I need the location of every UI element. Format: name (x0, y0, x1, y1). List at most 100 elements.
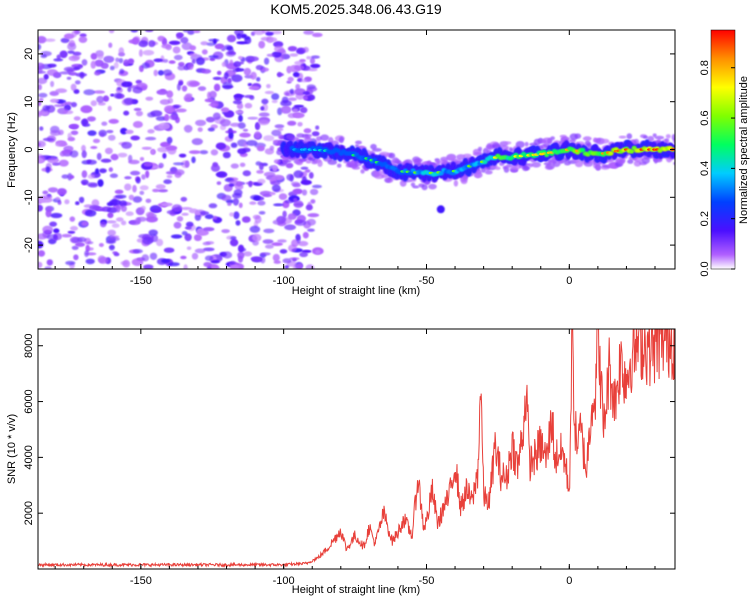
noise-speckle (113, 62, 119, 69)
noise-speckle (271, 129, 282, 137)
noise-speckle (164, 113, 170, 122)
ridge-core (371, 157, 378, 163)
noise-speckle (176, 32, 183, 38)
noise-speckle (282, 210, 287, 218)
noise-speckle (215, 172, 227, 177)
noise-speckle (312, 184, 322, 189)
noise-speckle (180, 207, 193, 210)
noise-speckle (191, 59, 196, 64)
noise-speckle (87, 130, 97, 136)
noise-speckle (214, 43, 225, 50)
noise-speckle (183, 30, 189, 33)
noise-speckle (59, 142, 68, 147)
noise-speckle (143, 264, 154, 269)
ridge-halo (664, 138, 670, 143)
noise-speckle (310, 63, 321, 69)
noise-speckle (84, 209, 97, 217)
noise-speckle (130, 30, 139, 33)
noise-speckle (44, 266, 52, 269)
noise-speckle (183, 94, 193, 102)
noise-speckle (100, 221, 107, 228)
noise-speckle (67, 132, 72, 139)
noise-speckle (228, 127, 233, 134)
noise-speckle (78, 196, 85, 204)
noise-speckle (258, 112, 270, 117)
noise-speckle (294, 65, 305, 71)
ridge-halo (374, 173, 385, 179)
noise-speckle (184, 160, 190, 168)
noise-speckle (92, 138, 101, 144)
noise-speckle (287, 46, 298, 52)
noise-speckle (216, 70, 222, 76)
noise-speckle (176, 83, 181, 91)
noise-speckle (292, 112, 305, 119)
noise-speckle (70, 130, 79, 136)
noise-speckle (109, 199, 122, 206)
noise-speckle (279, 249, 288, 254)
snr-series-line (38, 329, 675, 569)
noise-speckle (284, 199, 294, 204)
noise-speckle (258, 119, 270, 126)
noise-speckle (160, 88, 166, 93)
noise-speckle (307, 67, 318, 72)
noise-speckle (84, 250, 89, 258)
noise-speckle (300, 166, 309, 170)
noise-speckle (205, 241, 215, 245)
noise-speckle (108, 42, 113, 48)
noise-speckle (157, 189, 168, 193)
noise-speckle (49, 221, 57, 227)
noise-speckle (115, 57, 120, 63)
noise-speckle (70, 102, 77, 108)
noise-speckle (258, 211, 266, 215)
noise-speckle (124, 176, 132, 180)
noise-speckle (145, 198, 152, 203)
noise-speckle (289, 88, 295, 95)
noise-speckle (128, 194, 135, 201)
noise-speckle (188, 208, 199, 214)
noise-speckle (194, 248, 206, 254)
ridge-halo (428, 183, 437, 190)
noise-speckle (44, 38, 56, 42)
noise-speckle (213, 83, 221, 92)
noise-speckle (135, 177, 141, 184)
ridge-halo (531, 161, 541, 168)
noise-speckle (255, 64, 264, 71)
noise-speckle (69, 216, 76, 222)
noise-speckle (161, 258, 171, 264)
noise-speckle (107, 212, 114, 219)
ridge-halo (304, 136, 312, 143)
noise-speckle (300, 79, 308, 83)
noise-speckle (50, 80, 55, 88)
noise-speckle (210, 149, 219, 156)
noise-speckle (233, 189, 243, 196)
noise-speckle (121, 81, 133, 88)
ridge-halo (502, 165, 508, 170)
noise-speckle (185, 221, 194, 228)
noise-speckle (100, 62, 109, 69)
noise-speckle (106, 207, 118, 214)
noise-speckle (207, 127, 215, 132)
noise-speckle (292, 71, 300, 78)
noise-speckle (234, 30, 244, 36)
noise-speckle (296, 49, 305, 55)
noise-speckle (79, 33, 87, 38)
noise-speckle (241, 216, 251, 223)
ridge-halo (388, 176, 393, 180)
noise-speckle (49, 98, 60, 103)
noise-speckle (236, 33, 242, 40)
noise-speckle (219, 119, 231, 127)
noise-speckle (151, 208, 162, 213)
colorbar-tick-label: 0.2 (699, 211, 711, 226)
noise-speckle (271, 184, 281, 193)
noise-speckle (273, 203, 284, 207)
noise-speckle (81, 221, 89, 226)
noise-speckle (210, 164, 221, 172)
ridge-halo (508, 147, 513, 152)
noise-speckle (145, 170, 150, 179)
snr-x-ticks: -150 -100 -50 0 (54, 329, 656, 587)
noise-speckle (235, 110, 244, 115)
noise-speckle (294, 219, 307, 226)
noise-speckle (249, 201, 257, 205)
noise-speckle (130, 170, 141, 176)
noise-speckle (132, 86, 143, 94)
